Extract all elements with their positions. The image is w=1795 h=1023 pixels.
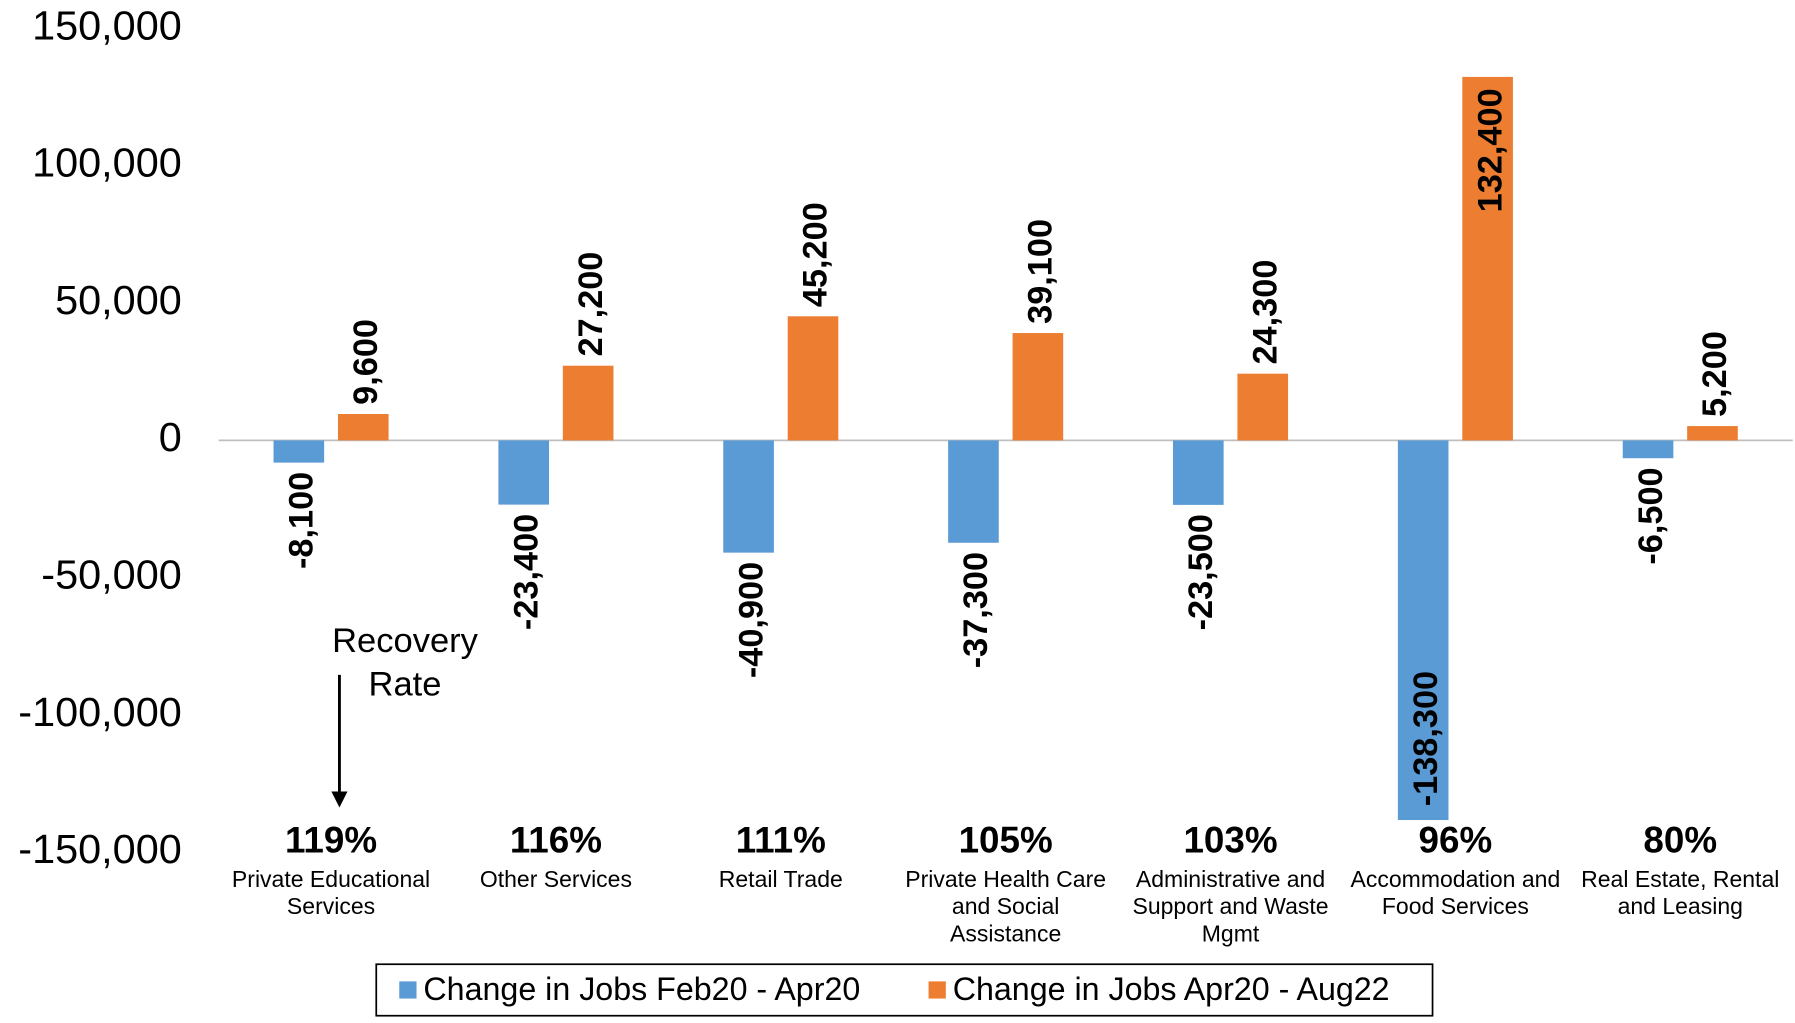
y-tick-label: 100,000 (32, 140, 182, 186)
annotation: Recovery (332, 622, 479, 660)
data-label: -8,100 (282, 472, 320, 569)
recovery-rate: 119% (285, 820, 377, 861)
bar (1172, 440, 1224, 505)
annotation: Rate (369, 665, 442, 703)
x-tick-label: Private Educational (232, 866, 430, 892)
x-tick-label: Administrative and (1136, 866, 1325, 892)
data-label: 24,300 (1246, 260, 1284, 365)
y-tick-label: -50,000 (41, 552, 181, 598)
y-tick-label: 50,000 (55, 277, 182, 323)
data-label: 132,400 (1471, 88, 1509, 212)
bar (1462, 76, 1513, 441)
y-tick-label: -100,000 (18, 689, 182, 735)
legend-label: Change in Jobs Feb20 - Apr20 (423, 971, 860, 1007)
legend-swatch (928, 981, 946, 999)
bar (1012, 333, 1064, 441)
recovery-rate: 116% (510, 820, 602, 861)
y-tick-label: 150,000 (32, 3, 182, 49)
bar (723, 440, 774, 553)
recovery-rate: 96% (1419, 820, 1493, 861)
x-tick-label: Retail Trade (719, 866, 843, 892)
bar (562, 365, 614, 441)
legend-swatch (399, 981, 417, 999)
arrow-head (331, 791, 348, 808)
bar (273, 440, 325, 463)
data-label: 45,200 (797, 202, 835, 307)
x-tick-label: Private Health Care (905, 866, 1106, 892)
bar (787, 316, 839, 441)
data-label: -23,400 (507, 514, 545, 630)
recovery-rate: 105% (959, 820, 1053, 861)
data-label: -23,500 (1182, 514, 1220, 630)
legend-box (375, 963, 1434, 1017)
y-tick-label: 0 (159, 414, 182, 460)
bar (1622, 440, 1674, 459)
bar (498, 440, 550, 505)
data-label: 27,200 (572, 252, 610, 357)
data-label: -40,900 (732, 562, 770, 678)
bar (1237, 373, 1289, 441)
x-tick-label: Accommodation and (1351, 866, 1561, 892)
x-tick-label: and Social (952, 893, 1059, 919)
x-tick-label: Support and Waste (1132, 893, 1328, 919)
x-tick-label: Food Services (1382, 893, 1529, 919)
legend-label: Change in Jobs Apr20 - Aug22 (953, 971, 1390, 1007)
x-tick-label: Mgmt (1202, 921, 1260, 947)
recovery-rate: 111% (736, 820, 826, 861)
data-label: -37,300 (957, 552, 995, 668)
recovery-rate: 80% (1643, 820, 1717, 861)
data-label: 9,600 (347, 319, 385, 405)
x-tick-label: and Leasing (1618, 893, 1743, 919)
x-tick-label: Services (287, 893, 375, 919)
recovery-rate: 103% (1183, 820, 1277, 861)
bar (948, 440, 999, 543)
data-label: -138,300 (1407, 671, 1445, 806)
data-label: 5,200 (1696, 331, 1734, 417)
bar (1397, 440, 1449, 821)
y-tick-label: -150,000 (18, 826, 182, 872)
data-label: -6,500 (1632, 467, 1670, 564)
x-tick-label: Real Estate, Rental (1581, 866, 1779, 892)
x-tick-label: Other Services (480, 866, 632, 892)
x-tick-label: Assistance (950, 921, 1061, 947)
bar (1687, 426, 1738, 441)
data-label: 39,100 (1022, 219, 1060, 324)
bar (337, 414, 389, 441)
